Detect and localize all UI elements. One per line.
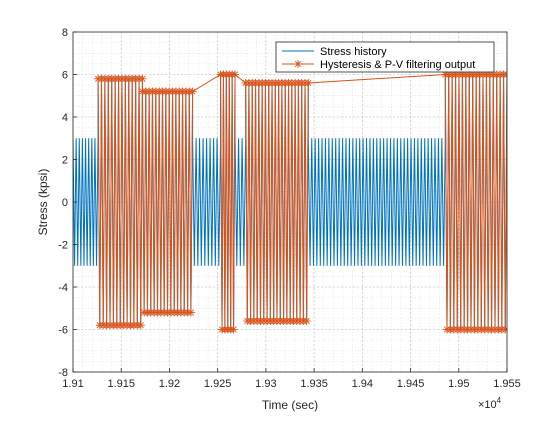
y-tick-label: -2 — [58, 240, 68, 252]
data-point-marker — [302, 317, 311, 325]
y-tick-label: -6 — [58, 325, 68, 337]
y-tick-label: -4 — [58, 282, 68, 294]
y-tick-label: 4 — [62, 112, 68, 124]
x-tick-label: 1.945 — [397, 378, 425, 390]
legend-box — [275, 41, 495, 73]
data-point-marker — [229, 325, 238, 334]
legend: Stress history Hysteresis & P-V filterin… — [275, 41, 495, 73]
y-tick-label: 2 — [62, 155, 68, 167]
data-point-marker — [138, 74, 147, 83]
x-tick-label: 1.955 — [493, 378, 521, 390]
y-tick-label: 6 — [62, 70, 68, 82]
data-point-marker — [136, 321, 145, 330]
x-exponent-power: 4 — [497, 396, 502, 405]
legend-asterisk-marker — [294, 60, 302, 68]
x-exponent-base: ×10 — [478, 399, 497, 411]
data-point-marker — [186, 308, 195, 317]
y-axis: -8 -6 -4 -2 0 2 4 6 8 — [58, 27, 77, 379]
x-axis-label: Time (sec) — [262, 398, 318, 412]
x-tick-label: 1.92 — [159, 378, 180, 390]
data-point-marker — [503, 70, 507, 79]
legend-label-stress-history: Stress history — [320, 46, 387, 58]
y-tick-label: -8 — [58, 367, 68, 379]
x-tick-label: 1.925 — [204, 378, 232, 390]
y-tick-label: 8 — [62, 27, 68, 39]
x-tick-label: 1.95 — [448, 378, 469, 390]
y-tick-label: 0 — [62, 197, 68, 209]
y-axis-label: Stress (kpsi) — [36, 169, 50, 236]
series-layer — [73, 70, 507, 334]
data-point-marker — [501, 325, 507, 334]
x-exponent: ×104 — [478, 396, 502, 411]
x-tick-label: 1.94 — [352, 378, 373, 390]
x-tick-label: 1.93 — [255, 378, 276, 390]
legend-label-filtering-output: Hysteresis & P-V filtering output — [320, 59, 475, 71]
x-tick-label: 1.915 — [107, 378, 135, 390]
legend-asterisk — [294, 60, 302, 68]
x-axis: 1.91 1.915 1.92 1.925 1.93 1.935 1.94 1.945 1.95… — [62, 368, 521, 390]
series-markers-1 — [94, 70, 507, 334]
data-point-marker — [188, 87, 197, 96]
x-tick-label: 1.91 — [62, 378, 83, 390]
x-tick-label: 1.935 — [300, 378, 328, 390]
data-point-marker — [304, 79, 313, 87]
data-point-marker — [231, 70, 240, 79]
